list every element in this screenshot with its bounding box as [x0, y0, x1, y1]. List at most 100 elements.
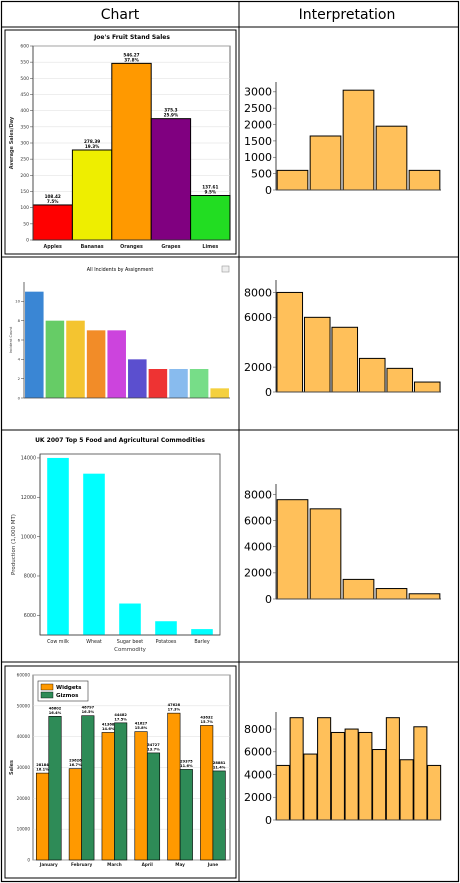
- bar-percent-label: 11.4%: [213, 765, 226, 769]
- bar-1: [32, 204, 73, 241]
- y-tick-label: 2500: [244, 102, 272, 115]
- bar-value-label: 43632: [200, 715, 213, 719]
- y-tick-label: 450: [20, 92, 29, 98]
- bar-2: [309, 508, 342, 600]
- category-label: Potatoes: [156, 639, 177, 645]
- bar-5: [330, 731, 345, 821]
- bar-3: [111, 62, 152, 241]
- bar-percent-label: 25.9%: [164, 113, 179, 118]
- interpretation-1: 0 500 1000 1500 2000 2500 3000: [244, 82, 441, 197]
- bar-5: [107, 330, 126, 398]
- bar-5: [191, 629, 213, 635]
- bar-percent-label: 17.5%: [114, 717, 127, 721]
- bar-percent-label: 19.3%: [85, 144, 100, 149]
- bar-percent-label: 9.5%: [204, 190, 216, 195]
- bar-value-label: 34727: [147, 743, 160, 747]
- bar-4: [317, 717, 332, 821]
- bar-4: [86, 330, 106, 398]
- bar-value-label: 28184: [36, 763, 49, 767]
- bar-gizmos-1: [48, 716, 62, 861]
- bar-5: [386, 367, 414, 393]
- y-tick-label: 2000: [244, 567, 272, 580]
- y-tick-label: 4000: [244, 541, 272, 554]
- bar-percent-label: 15.8%: [135, 726, 148, 730]
- bar-gizmos-3: [114, 722, 128, 861]
- bar-value-label: 108.42: [45, 194, 61, 199]
- bar-percent-label: 7.5%: [47, 199, 59, 204]
- bar-4: [375, 588, 408, 600]
- bar-4: [150, 118, 192, 241]
- bar-value-label: 46797: [82, 706, 95, 710]
- y-tick-label: 200: [20, 173, 29, 179]
- chart-title: UK 2007 Top 5 Food and Agricultural Comm…: [35, 437, 205, 444]
- y-tick-label: 550: [20, 60, 29, 66]
- y-tick-label: 100: [20, 205, 29, 211]
- y-tick-label: 0: [265, 184, 272, 197]
- y-axis-label: Incident Count: [9, 326, 13, 353]
- bar-value-label: 46602: [49, 706, 62, 710]
- bar-value-label: 29375: [180, 759, 193, 763]
- y-tick-label: 12000: [21, 495, 36, 501]
- y-tick-label: 0: [26, 238, 29, 244]
- category-label: January: [39, 862, 58, 867]
- y-tick-label: 2000: [244, 791, 272, 804]
- y-tick-label: 2000: [244, 361, 272, 374]
- y-tick-label: 50: [23, 221, 29, 227]
- y-tick-label: 8000: [244, 286, 272, 299]
- y-tick-label: 3000: [244, 86, 272, 99]
- bar-9: [189, 369, 209, 398]
- bar-3: [342, 578, 375, 600]
- y-tick-label: 2: [18, 376, 21, 381]
- y-tick-label: 400: [20, 108, 29, 114]
- chart-fruit-stand: 0 50 100 150 200 250 300 350 400 450 500 550 600 108.…: [4, 29, 237, 255]
- bar-2: [45, 320, 65, 398]
- bar-8: [169, 369, 188, 398]
- y-tick-label: 0: [265, 593, 272, 606]
- bar-1: [276, 169, 309, 191]
- bar-gizmos-4: [146, 752, 161, 861]
- bar-widgets-6: [200, 725, 214, 861]
- header-chart: Chart: [101, 7, 140, 23]
- x-axis-label: Commodity: [114, 647, 146, 653]
- y-tick-label: 6000: [24, 613, 36, 619]
- y-tick-label: 1500: [244, 135, 272, 148]
- bar-value-label: 41368: [102, 722, 115, 726]
- bar-2: [303, 316, 331, 393]
- y-axis-label: Production (1,000 MT): [11, 514, 17, 575]
- bar-2: [289, 717, 304, 821]
- chart-widgets-gizmos: 0 10000 20000 30000 40000 50000 60000 2818416.1…: [4, 665, 237, 879]
- category-label: May: [175, 862, 185, 867]
- interpretation-2: 0 2000 6000 8000: [244, 280, 441, 399]
- category-label: February: [71, 862, 92, 867]
- legend-swatch-widgets: [40, 683, 54, 691]
- y-tick-label: 10000: [17, 827, 31, 832]
- y-axis-label: Sales: [9, 760, 15, 775]
- bar-4: [155, 621, 177, 635]
- y-tick-label: 600: [20, 44, 29, 50]
- y-tick-label: 6: [18, 337, 21, 342]
- y-tick-label: 4: [18, 357, 21, 362]
- y-tick-label: 30000: [17, 765, 31, 770]
- bar-8: [372, 749, 387, 821]
- category-label: Barley: [194, 639, 209, 645]
- y-tick-label: 14000: [21, 456, 36, 462]
- y-tick-label: 8000: [244, 723, 272, 736]
- y-tick-label: 6000: [244, 311, 272, 324]
- bar-percent-label: 16.5%: [82, 710, 95, 714]
- bar-1: [47, 457, 69, 635]
- category-label: Wheat: [86, 639, 102, 645]
- interpretation-4: 0 2000 4000 6000 8000: [244, 712, 442, 827]
- y-tick-label: 50000: [17, 703, 31, 708]
- bar-3: [303, 753, 318, 821]
- bar-6: [128, 359, 147, 398]
- category-label: Limes: [202, 244, 218, 250]
- bar-2: [83, 473, 105, 635]
- y-tick-label: 0: [265, 386, 272, 399]
- bar-percent-label: 16.4%: [49, 711, 62, 715]
- category-label: Bananas: [81, 244, 104, 250]
- y-tick-label: 250: [20, 157, 29, 163]
- y-tick-label: 10: [15, 299, 20, 304]
- y-tick-label: 4000: [244, 768, 272, 781]
- y-tick-label: 0: [265, 814, 272, 827]
